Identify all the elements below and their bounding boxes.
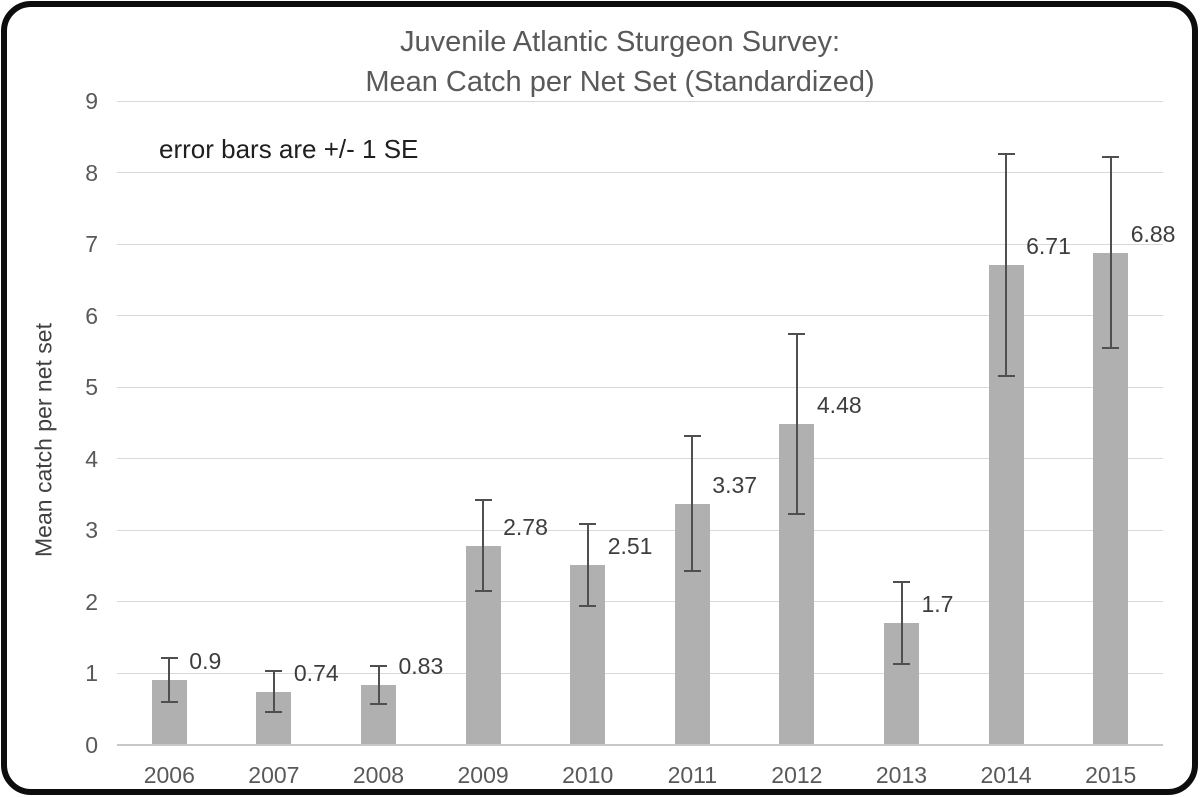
y-tick-label: 8 [85, 159, 98, 186]
error-bar [900, 582, 903, 664]
chart-title-line2: Mean Catch per Net Set (Standardized) [365, 66, 875, 98]
y-tick-label: 2 [85, 588, 98, 615]
x-tick-label: 2006 [143, 762, 195, 788]
y-tick-label: 1 [85, 660, 98, 686]
y-tick-label: 0 [85, 731, 98, 758]
y-tick-label: 4 [85, 445, 98, 472]
error-bar-bottom-cap [579, 604, 597, 607]
x-axis-line [117, 743, 1163, 746]
error-bar-bottom-cap [265, 711, 283, 714]
value-label: 0.9 [189, 648, 222, 675]
error-bar-bottom-cap [997, 374, 1015, 377]
error-bar-bottom-cap [683, 570, 701, 573]
gridline [117, 243, 1163, 245]
x-tick-label: 2012 [771, 762, 823, 788]
value-label: 2.51 [607, 533, 653, 560]
error-bar-top-cap [474, 498, 492, 501]
value-label: 6.88 [1130, 220, 1176, 247]
error-bar [377, 665, 380, 705]
error-bar-top-cap [579, 523, 597, 526]
y-tick-label: 5 [85, 374, 98, 400]
value-label: 0.83 [398, 653, 444, 680]
value-label: 0.74 [293, 659, 339, 686]
error-bar-top-cap [160, 656, 178, 659]
error-bar [586, 524, 589, 606]
error-bar [1109, 156, 1112, 349]
error-bar-top-cap [265, 669, 283, 672]
x-tick-label: 2015 [1085, 762, 1137, 788]
error-bar-top-cap [788, 333, 806, 336]
gridline [117, 386, 1163, 388]
value-label: 3.37 [712, 471, 758, 498]
error-bar-bottom-cap [370, 703, 387, 706]
error-bar [691, 435, 694, 572]
error-bar [272, 670, 275, 713]
x-tick-label: 2011 [667, 762, 718, 788]
error-bar-top-cap [370, 664, 387, 667]
x-tick-label: 2013 [875, 762, 928, 788]
y-tick-label: 6 [85, 302, 98, 329]
value-label: 4.48 [816, 392, 862, 419]
value-label: 2.78 [503, 513, 548, 540]
error-bar-top-cap [997, 152, 1015, 155]
gridline [117, 672, 1163, 674]
error-bar-top-cap [893, 581, 910, 584]
error-bar-annotation: error bars are +/- 1 SE [159, 134, 419, 164]
error-bar-top-cap [1102, 155, 1120, 158]
x-tick-label: 2007 [248, 762, 300, 788]
gridline [117, 529, 1163, 531]
gridline [117, 315, 1163, 316]
x-tick-label: 2014 [980, 762, 1032, 788]
y-axis-title: Mean catch per net set [30, 323, 57, 557]
gridline [117, 100, 1163, 102]
gridline [117, 172, 1163, 173]
error-bar-bottom-cap [788, 513, 806, 516]
chart-title-line1: Juvenile Atlantic Sturgeon Survey: [399, 26, 841, 58]
error-bar-bottom-cap [474, 590, 492, 593]
gridline [117, 458, 1163, 459]
error-bar-bottom-cap [893, 662, 910, 665]
error-bar-bottom-cap [1102, 347, 1120, 350]
x-tick-label: 2008 [352, 762, 405, 788]
value-label: 6.71 [1026, 232, 1071, 259]
value-label: 1.7 [921, 590, 954, 617]
error-bar [795, 334, 798, 515]
x-tick-label: 2009 [457, 762, 509, 788]
error-bar [168, 657, 171, 703]
x-tick-label: 2010 [562, 762, 614, 788]
error-bar [482, 499, 485, 592]
chart-title: Juvenile Atlantic Sturgeon Survey: Mean … [60, 22, 1180, 102]
error-bar-bottom-cap [160, 701, 178, 704]
y-tick-label: 3 [85, 517, 98, 543]
gridline [117, 601, 1163, 602]
y-tick-label: 9 [85, 88, 98, 114]
y-tick-label: 7 [85, 231, 98, 257]
error-bar-top-cap [683, 434, 701, 437]
error-bar [1005, 153, 1008, 376]
